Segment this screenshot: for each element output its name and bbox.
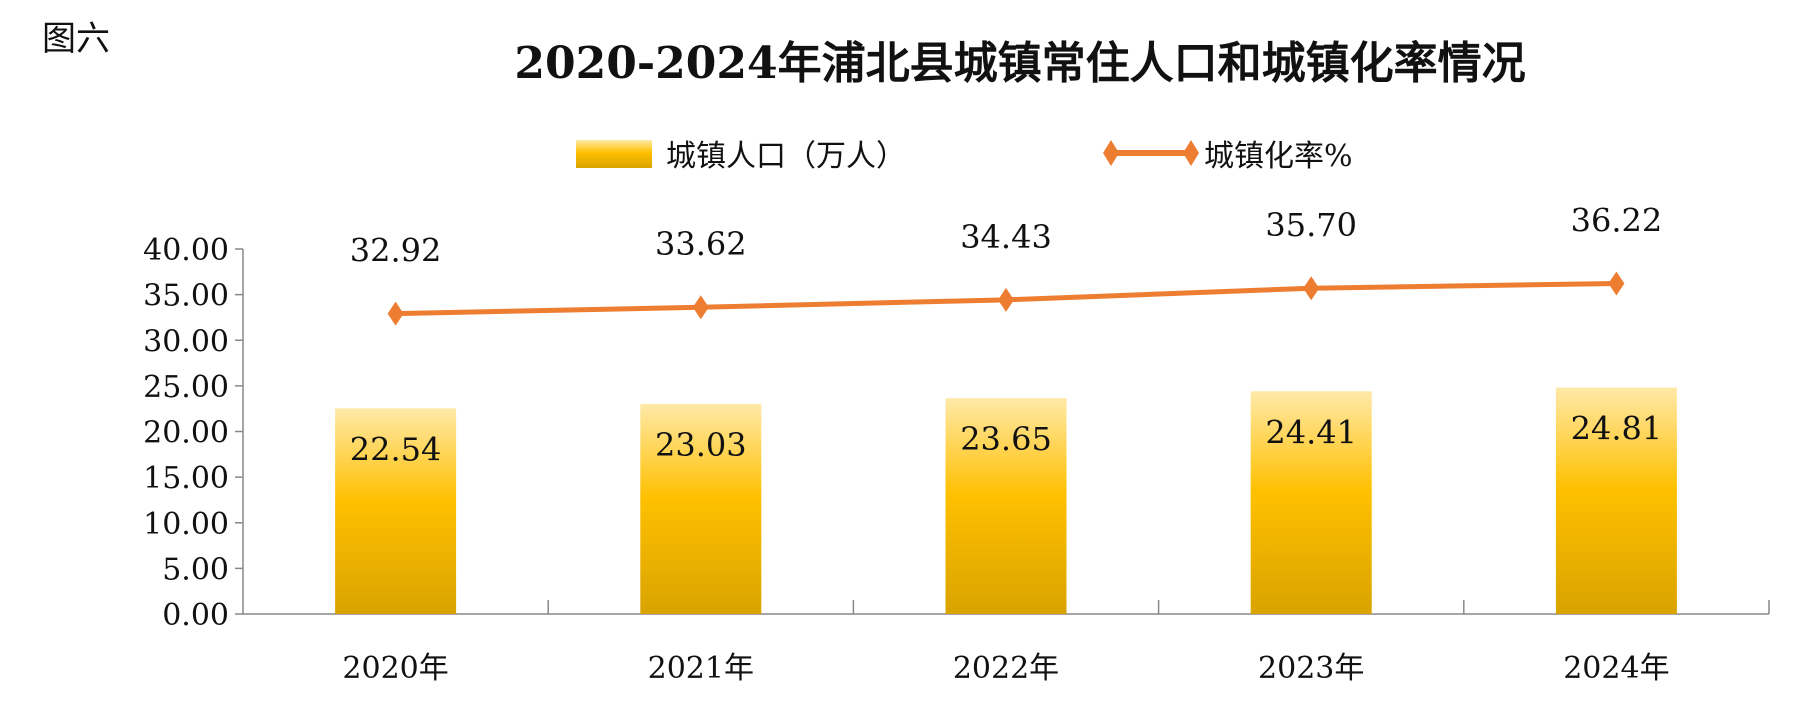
line-data-label: 36.22 xyxy=(1571,201,1663,239)
line-data-label: 32.92 xyxy=(350,232,442,270)
legend: 城镇人口（万人） 城镇化率% xyxy=(576,139,1353,174)
y-tick-label: 20.00 xyxy=(143,416,229,451)
x-tick-label: 2020年 xyxy=(342,651,448,686)
rate-marker-diamond xyxy=(387,301,404,326)
bar-data-label: 24.81 xyxy=(1571,410,1663,448)
bar-data-label: 24.41 xyxy=(1265,413,1357,451)
rate-marker-diamond xyxy=(1303,276,1320,301)
chart-title: 2020-2024年浦北县城镇常住人口和城镇化率情况 xyxy=(514,38,1525,89)
y-tick-label: 30.00 xyxy=(143,324,229,359)
bar-data-label: 22.54 xyxy=(350,430,442,468)
bar-2024年 xyxy=(1555,387,1677,614)
legend-swatch-bar xyxy=(576,140,652,168)
bar-data-label: 23.03 xyxy=(655,426,747,464)
line-data-label: 34.43 xyxy=(960,218,1052,256)
y-tick-label: 0.00 xyxy=(162,598,229,633)
rate-marker-diamond xyxy=(1608,271,1625,296)
x-tick-label: 2023年 xyxy=(1258,651,1364,686)
bar-2020年 xyxy=(335,408,457,614)
y-tick-label: 10.00 xyxy=(143,507,229,542)
legend-label-line: 城镇化率% xyxy=(1204,139,1353,174)
bar-data-label: 23.65 xyxy=(960,420,1052,458)
x-tick-label: 2024年 xyxy=(1563,651,1669,686)
legend-marker-diamond-icon xyxy=(1103,140,1119,166)
y-tick-label: 15.00 xyxy=(143,461,229,496)
figure-label: 图六 xyxy=(42,19,110,59)
x-tick-label: 2022年 xyxy=(953,651,1059,686)
x-tick-label: 2021年 xyxy=(648,651,754,686)
legend-marker-diamond-icon xyxy=(1183,140,1199,166)
y-tick-label: 25.00 xyxy=(143,370,229,405)
y-tick-label: 40.00 xyxy=(143,233,229,268)
rate-marker-diamond xyxy=(692,295,709,320)
y-tick-label: 35.00 xyxy=(143,279,229,314)
y-tick-label: 5.00 xyxy=(162,552,229,587)
rate-marker-diamond xyxy=(998,287,1014,312)
line-data-label: 35.70 xyxy=(1265,206,1357,244)
legend-label-bar: 城镇人口（万人） xyxy=(666,139,906,174)
line-data-label: 33.62 xyxy=(655,225,747,263)
bar-2021年 xyxy=(640,403,762,614)
bar-2023年 xyxy=(1250,391,1372,614)
bar-2022年 xyxy=(945,398,1067,614)
